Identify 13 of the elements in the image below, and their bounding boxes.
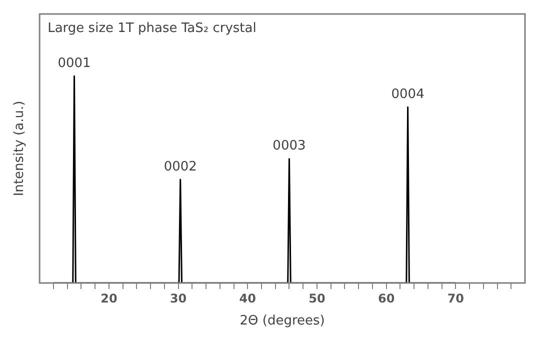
x-tick-label: 60 [378,291,395,306]
x-tick-label: 30 [170,291,187,306]
x-tick-label: 50 [308,291,326,306]
chart-title: Large size 1T phase TaS₂ crystal [48,20,256,36]
annotation: 0004 [391,86,424,102]
annotation: 0002 [164,159,197,174]
x-tick-label: 70 [447,291,464,306]
x-tick-label: 20 [100,291,118,306]
x-axis-title: 2Θ (degrees) [240,314,325,329]
annotation: 0001 [58,56,91,71]
annotation: 0003 [272,138,306,154]
y-axis-title: Intensity (a.u.) [12,100,28,196]
x-tick-label: 40 [239,291,256,306]
